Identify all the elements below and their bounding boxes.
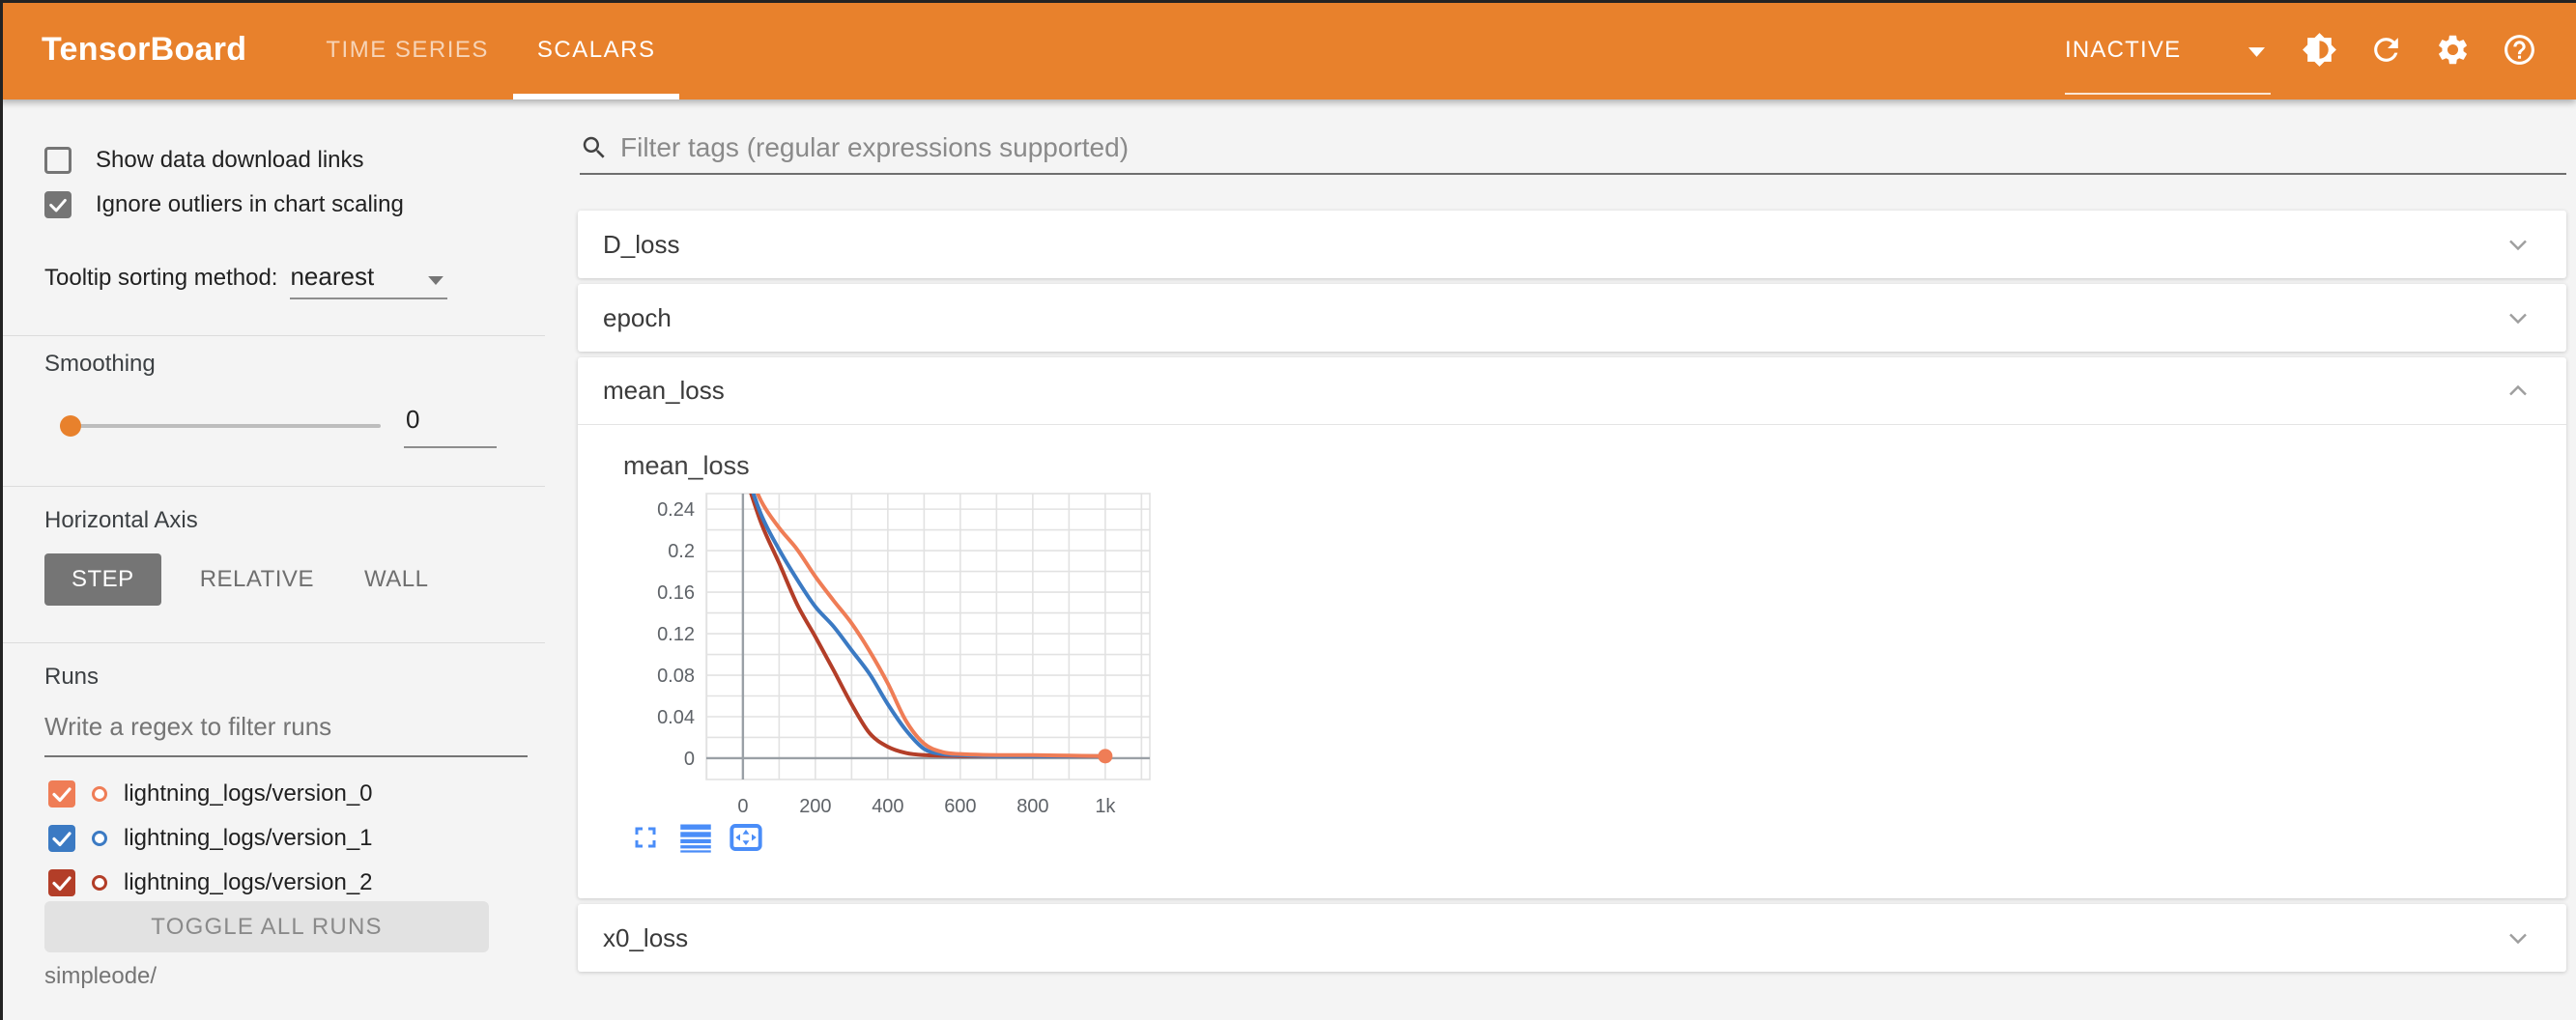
- svg-text:800: 800: [1016, 796, 1048, 817]
- section-title: epoch: [603, 302, 672, 332]
- tab-time-series[interactable]: TIME SERIES: [326, 36, 489, 63]
- run-checkbox[interactable]: [48, 825, 75, 852]
- checkbox-label: Show data download links: [96, 147, 364, 173]
- tooltip-sorting-row: Tooltip sorting method: nearest: [44, 262, 448, 299]
- runs-label: Runs: [44, 664, 100, 690]
- slider-track[interactable]: [60, 424, 381, 428]
- scalar-chart-card: mean_loss 0 200 400 600 800 1k 0 0.04 0.08 0.12 0.…: [578, 426, 2566, 898]
- mean-loss-line-chart[interactable]: 0 200 400 600 800 1k 0 0.04 0.08 0.12 0.16 0.2 0.24: [618, 480, 1159, 818]
- search-icon: [583, 136, 605, 158]
- section-card-d-loss: D_loss: [578, 211, 2566, 278]
- run-label: lightning_logs/version_0: [124, 780, 373, 807]
- svg-text:0.24: 0.24: [657, 499, 695, 521]
- axis-button-relative[interactable]: RELATIVE: [199, 566, 314, 592]
- axis-button-wall[interactable]: WALL: [363, 566, 429, 592]
- refresh-icon[interactable]: [2368, 32, 2404, 68]
- smoothing-value-input[interactable]: [404, 405, 497, 448]
- smoothing-slider[interactable]: [60, 414, 381, 438]
- svg-text:0.16: 0.16: [657, 582, 695, 604]
- chevron-down-icon[interactable]: [2504, 231, 2532, 258]
- header-tabs: TIME SERIES SCALARS: [301, 0, 680, 99]
- axis-button-step[interactable]: STEP: [44, 553, 161, 606]
- svg-text:400: 400: [872, 796, 903, 817]
- divider: [0, 486, 545, 487]
- tooltip-sorting-label: Tooltip sorting method:: [44, 265, 278, 291]
- runs-filter-input[interactable]: [44, 712, 528, 757]
- sidebar: Show data download links Ignore outliers…: [0, 99, 576, 1020]
- run-row-version-1[interactable]: lightning_logs/version_1: [48, 822, 373, 855]
- section-title: x0_loss: [603, 922, 689, 952]
- section-card-epoch: epoch: [578, 284, 2566, 352]
- svg-text:1k: 1k: [1095, 796, 1116, 817]
- section-header-x0-loss[interactable]: x0_loss: [578, 904, 2566, 972]
- status-dropdown[interactable]: INACTIVE: [2065, 0, 2271, 99]
- smoothing-label: Smoothing: [44, 351, 156, 377]
- svg-text:600: 600: [944, 796, 976, 817]
- tag-filter-row: [580, 132, 2566, 175]
- app-header: TensorBoard TIME SERIES SCALARS INACTIVE: [0, 0, 2576, 99]
- checkbox-checked-icon[interactable]: [44, 191, 72, 218]
- tooltip-sorting-select[interactable]: nearest: [290, 262, 448, 299]
- slider-thumb[interactable]: [60, 415, 81, 437]
- help-icon[interactable]: [2502, 32, 2537, 68]
- chevron-down-icon[interactable]: [2504, 304, 2532, 331]
- run-row-version-2[interactable]: lightning_logs/version_2: [48, 866, 373, 899]
- run-checkbox[interactable]: [48, 869, 75, 896]
- tooltip-sorting-value: nearest: [290, 262, 375, 291]
- chevron-down-icon: [2248, 37, 2265, 64]
- run-checkbox[interactable]: [48, 780, 75, 808]
- runs-root-path: simpleode/: [44, 963, 157, 989]
- brightness-icon[interactable]: [2302, 32, 2337, 68]
- chart-title: mean_loss: [623, 451, 750, 480]
- window-left-edge: [0, 0, 3, 1020]
- section-card-mean-loss: mean_loss mean_loss 0 200 400 600 800 1k 0 0.04…: [578, 357, 2566, 898]
- checkbox-unchecked-icon[interactable]: [44, 147, 72, 174]
- divider: [0, 642, 545, 643]
- svg-text:0.08: 0.08: [657, 666, 695, 687]
- tab-scalars[interactable]: SCALARS: [512, 0, 680, 99]
- section-header-d-loss[interactable]: D_loss: [578, 211, 2566, 278]
- header-actions: INACTIVE: [2065, 0, 2537, 99]
- run-row-version-0[interactable]: lightning_logs/version_0: [48, 778, 373, 810]
- run-label: lightning_logs/version_2: [124, 869, 373, 895]
- settings-icon[interactable]: [2435, 32, 2471, 68]
- tag-filter-input[interactable]: [620, 132, 2566, 163]
- section-title: D_loss: [603, 229, 680, 259]
- run-label: lightning_logs/version_1: [124, 825, 373, 851]
- svg-text:0: 0: [737, 796, 748, 817]
- app-title: TensorBoard: [42, 31, 247, 68]
- checkbox-label: Ignore outliers in chart scaling: [96, 191, 404, 217]
- run-color-radio[interactable]: [92, 786, 107, 802]
- run-color-radio[interactable]: [92, 875, 107, 891]
- checkbox-ignore-outliers[interactable]: Ignore outliers in chart scaling: [44, 190, 404, 219]
- checkbox-show-download-links[interactable]: Show data download links: [44, 146, 364, 175]
- svg-text:200: 200: [799, 796, 831, 817]
- section-card-x0-loss: x0_loss: [578, 904, 2566, 972]
- divider: [0, 335, 545, 336]
- svg-text:0.12: 0.12: [657, 624, 695, 645]
- horizontal-axis-buttons: STEP RELATIVE WALL: [44, 553, 453, 606]
- log-scale-icon[interactable]: [678, 820, 713, 855]
- status-value: INACTIVE: [2065, 36, 2182, 63]
- main-content: D_loss epoch mean_loss mean_loss 0 200 400…: [576, 99, 2576, 1020]
- fullscreen-icon[interactable]: [628, 820, 663, 855]
- horizontal-axis-label: Horizontal Axis: [44, 507, 198, 533]
- chevron-down-icon: [428, 262, 444, 292]
- svg-text:0.04: 0.04: [657, 707, 695, 728]
- chevron-down-icon[interactable]: [2504, 924, 2532, 951]
- chevron-up-icon[interactable]: [2504, 378, 2532, 405]
- chart-toolbar: [628, 820, 763, 855]
- svg-text:0: 0: [684, 749, 695, 770]
- section-title: mean_loss: [603, 376, 725, 405]
- fit-domain-icon[interactable]: [729, 820, 763, 855]
- window-top-edge: [0, 0, 2576, 3]
- toggle-all-runs-button[interactable]: TOGGLE ALL RUNS: [44, 901, 489, 952]
- section-header-mean-loss[interactable]: mean_loss: [578, 357, 2566, 425]
- run-color-radio[interactable]: [92, 831, 107, 846]
- section-header-epoch[interactable]: epoch: [578, 284, 2566, 352]
- svg-text:0.2: 0.2: [668, 541, 695, 562]
